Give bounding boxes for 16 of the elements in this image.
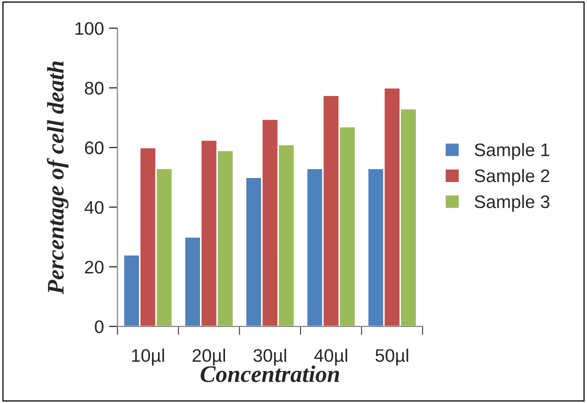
y-tick-label: 60 — [85, 141, 104, 154]
x-tick-label: 30µl — [253, 348, 286, 366]
x-tick-label: 20µl — [192, 348, 226, 366]
x-tick-label: 40µl — [314, 348, 348, 366]
legend-label: Sample 3 — [474, 194, 550, 212]
y-tick-label: 80 — [84, 82, 104, 95]
y-tick-label: 100 — [75, 22, 104, 35]
y-axis-title: Percentage of cell death — [46, 61, 69, 294]
legend-label: Sample 1 — [474, 143, 550, 160]
y-tick-label: 40 — [84, 201, 104, 214]
y-tick-label: 20 — [85, 260, 104, 274]
y-tick-label: 0 — [94, 320, 104, 334]
legend-label: Sample 2 — [474, 168, 550, 186]
x-tick-label: 50µl — [376, 348, 408, 366]
x-axis-title: Concentration — [200, 365, 340, 382]
x-tick-label: 10µl — [132, 348, 164, 366]
